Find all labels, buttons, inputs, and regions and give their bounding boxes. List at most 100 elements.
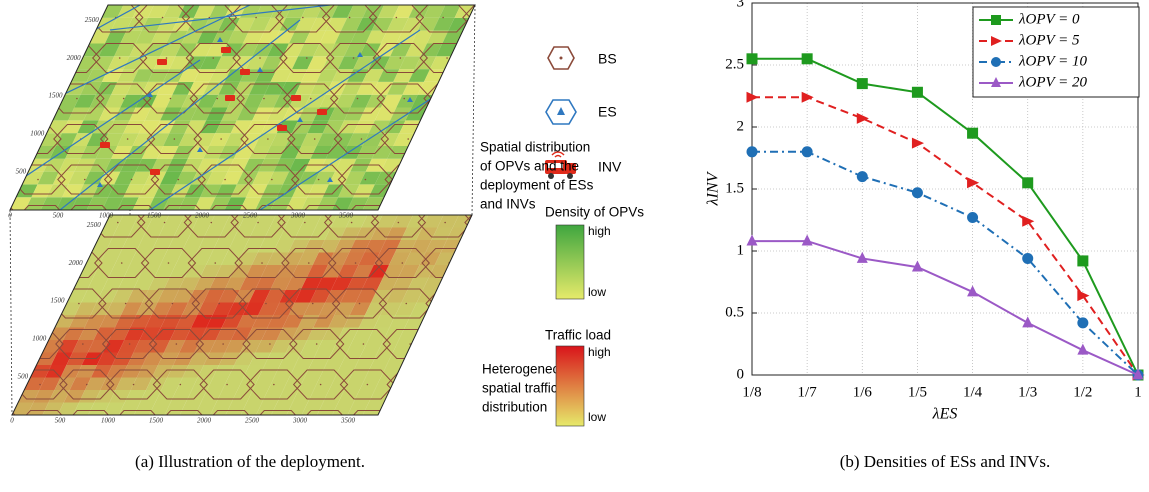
bs-cell (94, 248, 150, 278)
map-cell (249, 290, 271, 303)
map-cell (72, 340, 94, 353)
colorbar-high: high (588, 224, 611, 238)
bs-dot (526, 100, 528, 102)
bs-cell (372, 43, 428, 73)
map-cell (289, 365, 311, 378)
map-cell (386, 290, 408, 303)
marker (911, 260, 923, 272)
map-cell (255, 5, 277, 18)
bs-cell (414, 168, 468, 197)
map-cell (349, 302, 371, 315)
bs-cell (636, 46, 690, 75)
bs-cell (417, 215, 472, 238)
map-cell (172, 290, 194, 303)
map-cell (243, 365, 265, 378)
map-cell (147, 5, 170, 18)
map-cell (218, 17, 240, 31)
map-cell (319, 302, 341, 315)
map-cell (258, 302, 280, 315)
map-cell (399, 56, 421, 70)
bs-dot (214, 262, 217, 264)
map-cell (104, 30, 127, 44)
map-cell (123, 120, 145, 134)
es-icon (545, 99, 577, 125)
map-cell (365, 30, 388, 44)
bs-cell (333, 124, 390, 154)
map-cell (190, 107, 213, 121)
bs-dot (226, 383, 228, 386)
map-y-tick: 1500 (48, 92, 63, 100)
map-cell (391, 215, 413, 228)
bs-cell (535, 451, 589, 480)
map-cell (129, 107, 151, 121)
bs-dot (311, 302, 314, 305)
bs-dot (499, 303, 501, 305)
bs-dot (542, 262, 544, 264)
bs-dot (497, 98, 499, 100)
bs-dot (550, 343, 552, 345)
map-cell (212, 302, 234, 315)
map-cell (111, 81, 133, 95)
map-cell (381, 94, 403, 108)
map-frame (11, 214, 473, 416)
bs-cell (240, 124, 296, 154)
bs-dot (273, 383, 275, 386)
map-cell (120, 30, 142, 44)
map-cell (371, 352, 393, 365)
bs-dot (37, 178, 39, 181)
bs-dot (220, 138, 222, 140)
map-cell (328, 315, 350, 328)
map-cell (133, 340, 155, 353)
map-cell (178, 69, 201, 82)
map-cell (126, 145, 148, 159)
bs-cell (609, 249, 663, 278)
map-cell (390, 107, 412, 121)
map-cell (146, 377, 168, 390)
bs-cell (487, 246, 541, 275)
map-cell (105, 240, 127, 253)
map-cell (109, 327, 131, 340)
map-cell (398, 265, 420, 278)
bs-cell (477, 330, 531, 359)
map-cell (218, 145, 240, 159)
bs-dot (676, 17, 678, 19)
map-x-tick: 3500 (340, 417, 356, 425)
map-cell (80, 81, 102, 95)
x-tick-label: 1/6 (853, 384, 873, 400)
map-cell (212, 30, 234, 44)
bs-dot (591, 98, 593, 100)
bs-dot (635, 262, 637, 264)
map-cell (362, 197, 385, 210)
map-x-tick: 0 (10, 417, 14, 425)
map-cell (200, 327, 222, 340)
bs-cell (281, 248, 337, 278)
map-cell (175, 252, 197, 265)
series-line (752, 240, 1139, 376)
map-cell (132, 133, 155, 146)
map-cell (89, 30, 112, 44)
map-cell (246, 327, 268, 340)
map-cell (221, 171, 244, 185)
map-cell (144, 171, 167, 185)
bs-dot (82, 343, 84, 345)
map-cell (316, 277, 338, 290)
bs-dot (394, 181, 396, 183)
map-cell (341, 81, 363, 95)
bs-cell (201, 205, 257, 210)
bs-dot (417, 424, 419, 426)
note-line: Spatial distribution (480, 140, 590, 155)
bs-dot (304, 221, 306, 224)
map-cell (102, 277, 124, 290)
bs-dot (128, 343, 131, 345)
colorbar-title: Density of OPVs (545, 205, 644, 220)
map-cell (123, 265, 145, 278)
bs-cell (246, 369, 302, 400)
map-cell (340, 290, 362, 303)
map-cell (215, 327, 237, 340)
bs-cell (146, 124, 203, 154)
map-cell (374, 107, 397, 121)
bs-dot (120, 262, 123, 264)
bs-cell (415, 5, 471, 33)
bs-dot (442, 16, 444, 19)
map-cell (322, 327, 344, 340)
